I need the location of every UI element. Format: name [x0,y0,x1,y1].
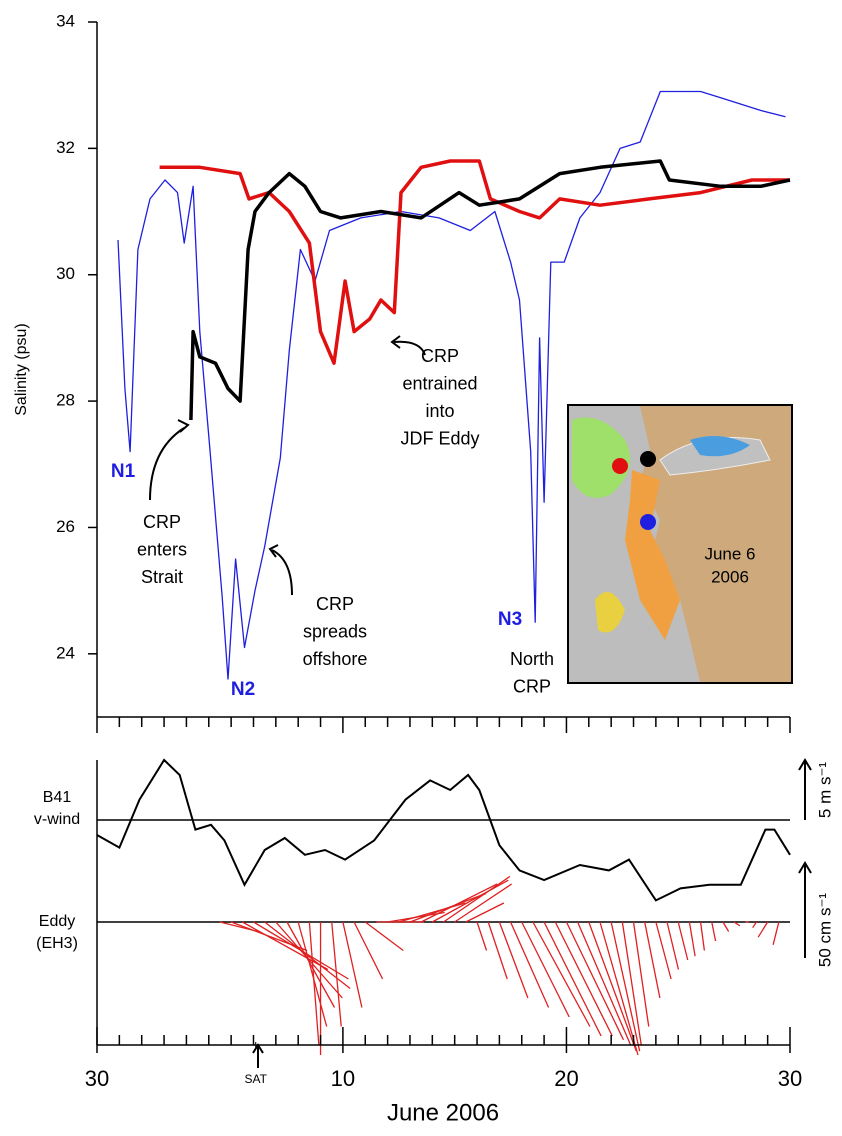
site-dot [640,514,656,530]
current-stick [477,922,487,951]
scale-label: 5 m s⁻¹ [815,762,834,819]
current-stick [678,922,688,960]
current-stick [701,922,705,951]
figure: June 6 2006 24 26 28 30 32 34 Salinity (psu) N1… [0,0,842,1136]
x-axis-label: June 2006 [387,1099,499,1126]
annotation: JDF Eddy [400,428,479,448]
current-stick [499,922,528,998]
current-stick [723,922,729,932]
annotation: CRP [421,346,459,366]
y-tick-label: 26 [56,517,75,536]
current-stick [758,922,768,937]
salinity-line [160,161,790,363]
annotation: N2 [231,679,255,700]
site-dot [640,451,656,467]
current-stick [667,922,678,970]
annotation: CRP [316,594,354,614]
annotation: North [510,649,554,669]
current-stick [689,922,695,956]
annotation: entrained [402,373,477,393]
y-tick-label: 24 [56,643,75,662]
annotation: into [425,401,454,421]
inset-label: June 6 [704,544,755,563]
annotation: CRP [513,676,551,696]
current-stick [421,884,497,922]
annotation: CRP [143,512,181,532]
current-stick [753,922,757,928]
wind-line [97,760,790,900]
annotation: enters [137,539,187,559]
y-axis-label: Salinity (psu) [13,323,30,415]
current-stick [773,922,779,945]
x-tick-label: 30 [85,1066,109,1091]
y-tick-label: 30 [56,264,75,283]
panel-label: Eddy [39,913,75,930]
current-stick [712,922,716,941]
current-stick [399,903,466,922]
arrows [150,336,425,1068]
inset-map: June 6 2006 [568,405,792,683]
current-stick [309,922,319,1046]
annotation: offshore [303,649,368,669]
panel-label: B41 [43,789,72,806]
sat-label: SAT [244,1072,267,1086]
y-tick-label: 34 [56,11,75,30]
y-tick-label: 32 [56,138,75,157]
x-tick-label: 10 [331,1066,355,1091]
annotation: N3 [498,609,522,630]
current-stick [432,880,508,922]
site-dot [612,458,628,474]
annotation: Strait [141,567,183,587]
annotation: spreads [303,621,367,641]
scale-label: 50 cm s⁻¹ [815,893,834,967]
inset-label: 2006 [711,567,749,586]
annotation: N1 [111,461,136,482]
panel-label: v-wind [34,811,80,828]
y-tick-label: 28 [56,391,75,410]
current-stick [488,922,507,979]
current-stick [343,922,362,1008]
current-stick [242,922,328,970]
current-stick [645,922,660,998]
x-tick-label: 30 [778,1066,802,1091]
current-stick [444,876,511,922]
x-tick-label: 20 [554,1066,578,1091]
sat-arrow [253,1045,263,1068]
arrow [150,428,184,500]
current-stick [354,922,383,979]
current-stick [589,922,637,1051]
current-stick [544,922,601,1036]
panel-label: (EH3) [36,935,78,952]
current-stick [365,922,403,951]
current-stick [466,903,504,922]
